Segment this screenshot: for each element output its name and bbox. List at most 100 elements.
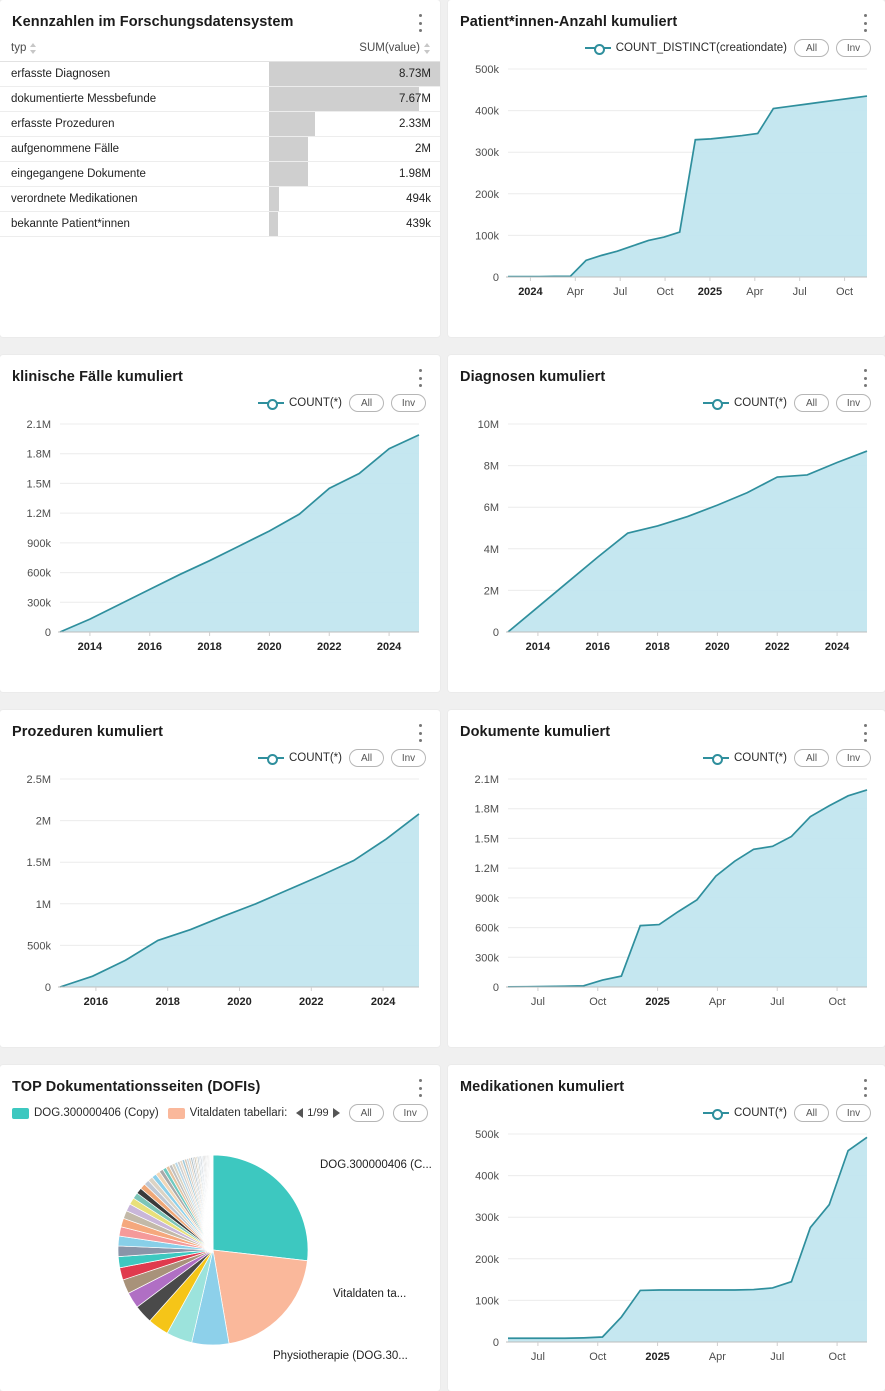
value-label: 494k: [406, 193, 431, 205]
kebab-menu-icon[interactable]: [858, 13, 872, 33]
card-prozeduren: Prozeduren kumuliert COUNT(*) All Inv 0 5…: [0, 710, 440, 1047]
card-title-top-dofis: TOP Dokumentationsseiten (DOFIs): [12, 1079, 261, 1095]
y-axis-tick-label: 2M: [484, 585, 499, 597]
kebab-menu-icon[interactable]: [858, 723, 872, 743]
prev-triangle-icon[interactable]: [296, 1108, 304, 1118]
value-bar-track: [269, 162, 440, 186]
legend-item[interactable]: COUNT(*): [702, 752, 787, 765]
chart-plot-prozeduren[interactable]: 0 500k 1M 1.5M 2M 2.5M 2016 2018 2020 2022 2024: [0, 767, 440, 1022]
chart-legend-klinische-faelle: COUNT(*) All Inv: [0, 385, 440, 412]
table-row[interactable]: erfasste Diagnosen 8.73M: [0, 61, 440, 87]
pie-chart-svg: DOG.300000406 (C... Vitaldaten ta... Physi…: [117, 1154, 432, 1362]
x-axis-tick-label: 2014: [526, 641, 551, 653]
kebab-menu-icon[interactable]: [413, 13, 427, 33]
table-cell-typ: erfasste Prozeduren: [0, 111, 269, 137]
legend-inv-button[interactable]: Inv: [836, 749, 871, 767]
series-line: [507, 450, 868, 633]
table-cell-value: 439k: [269, 211, 440, 237]
card-title-dokumente: Dokumente kumuliert: [460, 724, 611, 740]
kebab-menu-icon[interactable]: [858, 368, 872, 388]
x-axis-tick-label: Oct: [836, 286, 853, 298]
table-row[interactable]: bekannte Patient*innen 439k: [0, 211, 440, 237]
kebab-menu-icon[interactable]: [858, 1078, 872, 1098]
column-header-sum-label: SUM(value): [359, 42, 420, 54]
value-label: 439k: [406, 218, 431, 230]
legend-line-icon: [257, 398, 284, 410]
table-header-row: typ SUM(value): [0, 38, 440, 62]
y-axis-tick-label: 2M: [36, 816, 51, 828]
legend-label: COUNT(*): [733, 752, 787, 764]
y-axis-tick-label: 300k: [475, 1212, 499, 1224]
x-axis-tick-label: Oct: [829, 1351, 846, 1363]
chart-plot-top-dofis[interactable]: DOG.300000406 (C... Vitaldaten ta... Physi…: [0, 1122, 440, 1377]
legend-swatch-icon: [167, 1107, 185, 1119]
pie-slice[interactable]: [212, 1154, 214, 1251]
legend-item[interactable]: COUNT(*): [702, 397, 787, 410]
chart-plot-patientinnen[interactable]: 0 100k 200k 300k 400k 500k 2024 Apr Jul Oct 2025 Ap…: [448, 57, 885, 312]
legend-all-button[interactable]: All: [348, 1104, 384, 1122]
table-row[interactable]: aufgenommene Fälle 2M: [0, 136, 440, 162]
x-axis-tick-label: Oct: [829, 996, 846, 1008]
column-header-typ[interactable]: typ: [0, 38, 269, 62]
table-row[interactable]: eingegangene Dokumente 1.98M: [0, 161, 440, 187]
table-row[interactable]: verordnete Medikationen 494k: [0, 186, 440, 212]
value-bar: [269, 87, 420, 111]
kebab-menu-icon[interactable]: [413, 368, 427, 388]
kebab-menu-icon[interactable]: [413, 1078, 427, 1098]
series-area: [508, 1137, 867, 1342]
chart-plot-diagnosen[interactable]: 0 2M 4M 6M 8M 10M 2014 2016 2018 2020 2022 2024: [448, 412, 885, 667]
next-triangle-icon[interactable]: [332, 1108, 340, 1118]
legend-all-button[interactable]: All: [794, 1104, 829, 1122]
legend-item[interactable]: COUNT(*): [257, 397, 342, 410]
legend-all-button[interactable]: All: [349, 749, 384, 767]
table-row[interactable]: erfasste Prozeduren 2.33M: [0, 111, 440, 137]
value-bar-track: [269, 87, 440, 111]
y-axis-tick-label: 500k: [475, 64, 499, 76]
legend-inv-button[interactable]: Inv: [392, 1104, 428, 1122]
x-axis-tick-label: 2020: [705, 641, 729, 653]
card-title-diagnosen: Diagnosen kumuliert: [460, 369, 606, 385]
chart-plot-medikationen[interactable]: 0 100k 200k 300k 400k 500k Jul Oct 2025 Apr Jul Oct: [448, 1122, 885, 1377]
chart-plot-klinische-faelle[interactable]: 0 300k 600k 900k 1.2M 1.5M 1.8M 2.1M 2014 2016 201…: [0, 412, 440, 667]
chart-plot-dokumente[interactable]: 0 300k 600k 900k 1.2M 1.5M 1.8M 2.1M Jul Oct 2025 A…: [448, 767, 885, 1022]
legend-all-button[interactable]: All: [794, 394, 829, 412]
x-axis-tick-label: 2018: [155, 996, 179, 1008]
x-axis-tick-label: Apr: [709, 1351, 726, 1363]
legend-item[interactable]: COUNT_DISTINCT(creationdate): [584, 42, 787, 55]
x-axis-tick-label: Oct: [589, 1351, 606, 1363]
legend-label: COUNT(*): [288, 752, 342, 764]
pie-slice[interactable]: [212, 1249, 308, 1345]
value-bar-track: [269, 62, 440, 86]
legend-inv-button[interactable]: Inv: [836, 1104, 871, 1122]
x-axis-tick-label: 2020: [257, 641, 281, 653]
legend-inv-button[interactable]: Inv: [836, 394, 871, 412]
sort-arrows-icon[interactable]: [30, 42, 37, 54]
legend-item[interactable]: COUNT(*): [257, 752, 342, 765]
column-header-sum[interactable]: SUM(value): [269, 38, 440, 62]
legend-item-secondary[interactable]: Vitaldaten tabellari:: [167, 1107, 287, 1119]
legend-inv-button[interactable]: Inv: [836, 39, 871, 57]
x-axis-tick-label: 2024: [825, 641, 850, 653]
x-axis-tick-label: 2020: [227, 996, 251, 1008]
sort-arrows-icon[interactable]: [424, 42, 431, 54]
pager-label: 1/99: [307, 1107, 329, 1119]
legend-inv-button[interactable]: Inv: [391, 749, 426, 767]
card-kennzahlen: Kennzahlen im Forschungsdatensystem typ …: [0, 0, 440, 337]
y-axis-tick-label: 900k: [27, 538, 51, 550]
series-area: [60, 813, 419, 987]
y-axis-tick-label: 900k: [475, 893, 499, 905]
legend-all-button[interactable]: All: [349, 394, 384, 412]
legend-item-primary[interactable]: DOG.300000406 (Copy): [12, 1107, 159, 1119]
legend-all-button[interactable]: All: [794, 39, 829, 57]
chart-legend-top-dofis: DOG.300000406 (Copy) Vitaldaten tabellar…: [0, 1095, 440, 1122]
pie-slice[interactable]: [212, 1154, 309, 1262]
y-axis-tick-label: 1.2M: [27, 508, 51, 520]
kebab-menu-icon[interactable]: [413, 723, 427, 743]
series-line: [507, 789, 868, 988]
legend-all-button[interactable]: All: [794, 749, 829, 767]
legend-label: COUNT(*): [733, 397, 787, 409]
legend-inv-button[interactable]: Inv: [391, 394, 426, 412]
legend-item[interactable]: COUNT(*): [702, 1107, 787, 1120]
table-row[interactable]: dokumentierte Messbefunde 7.67M: [0, 86, 440, 112]
